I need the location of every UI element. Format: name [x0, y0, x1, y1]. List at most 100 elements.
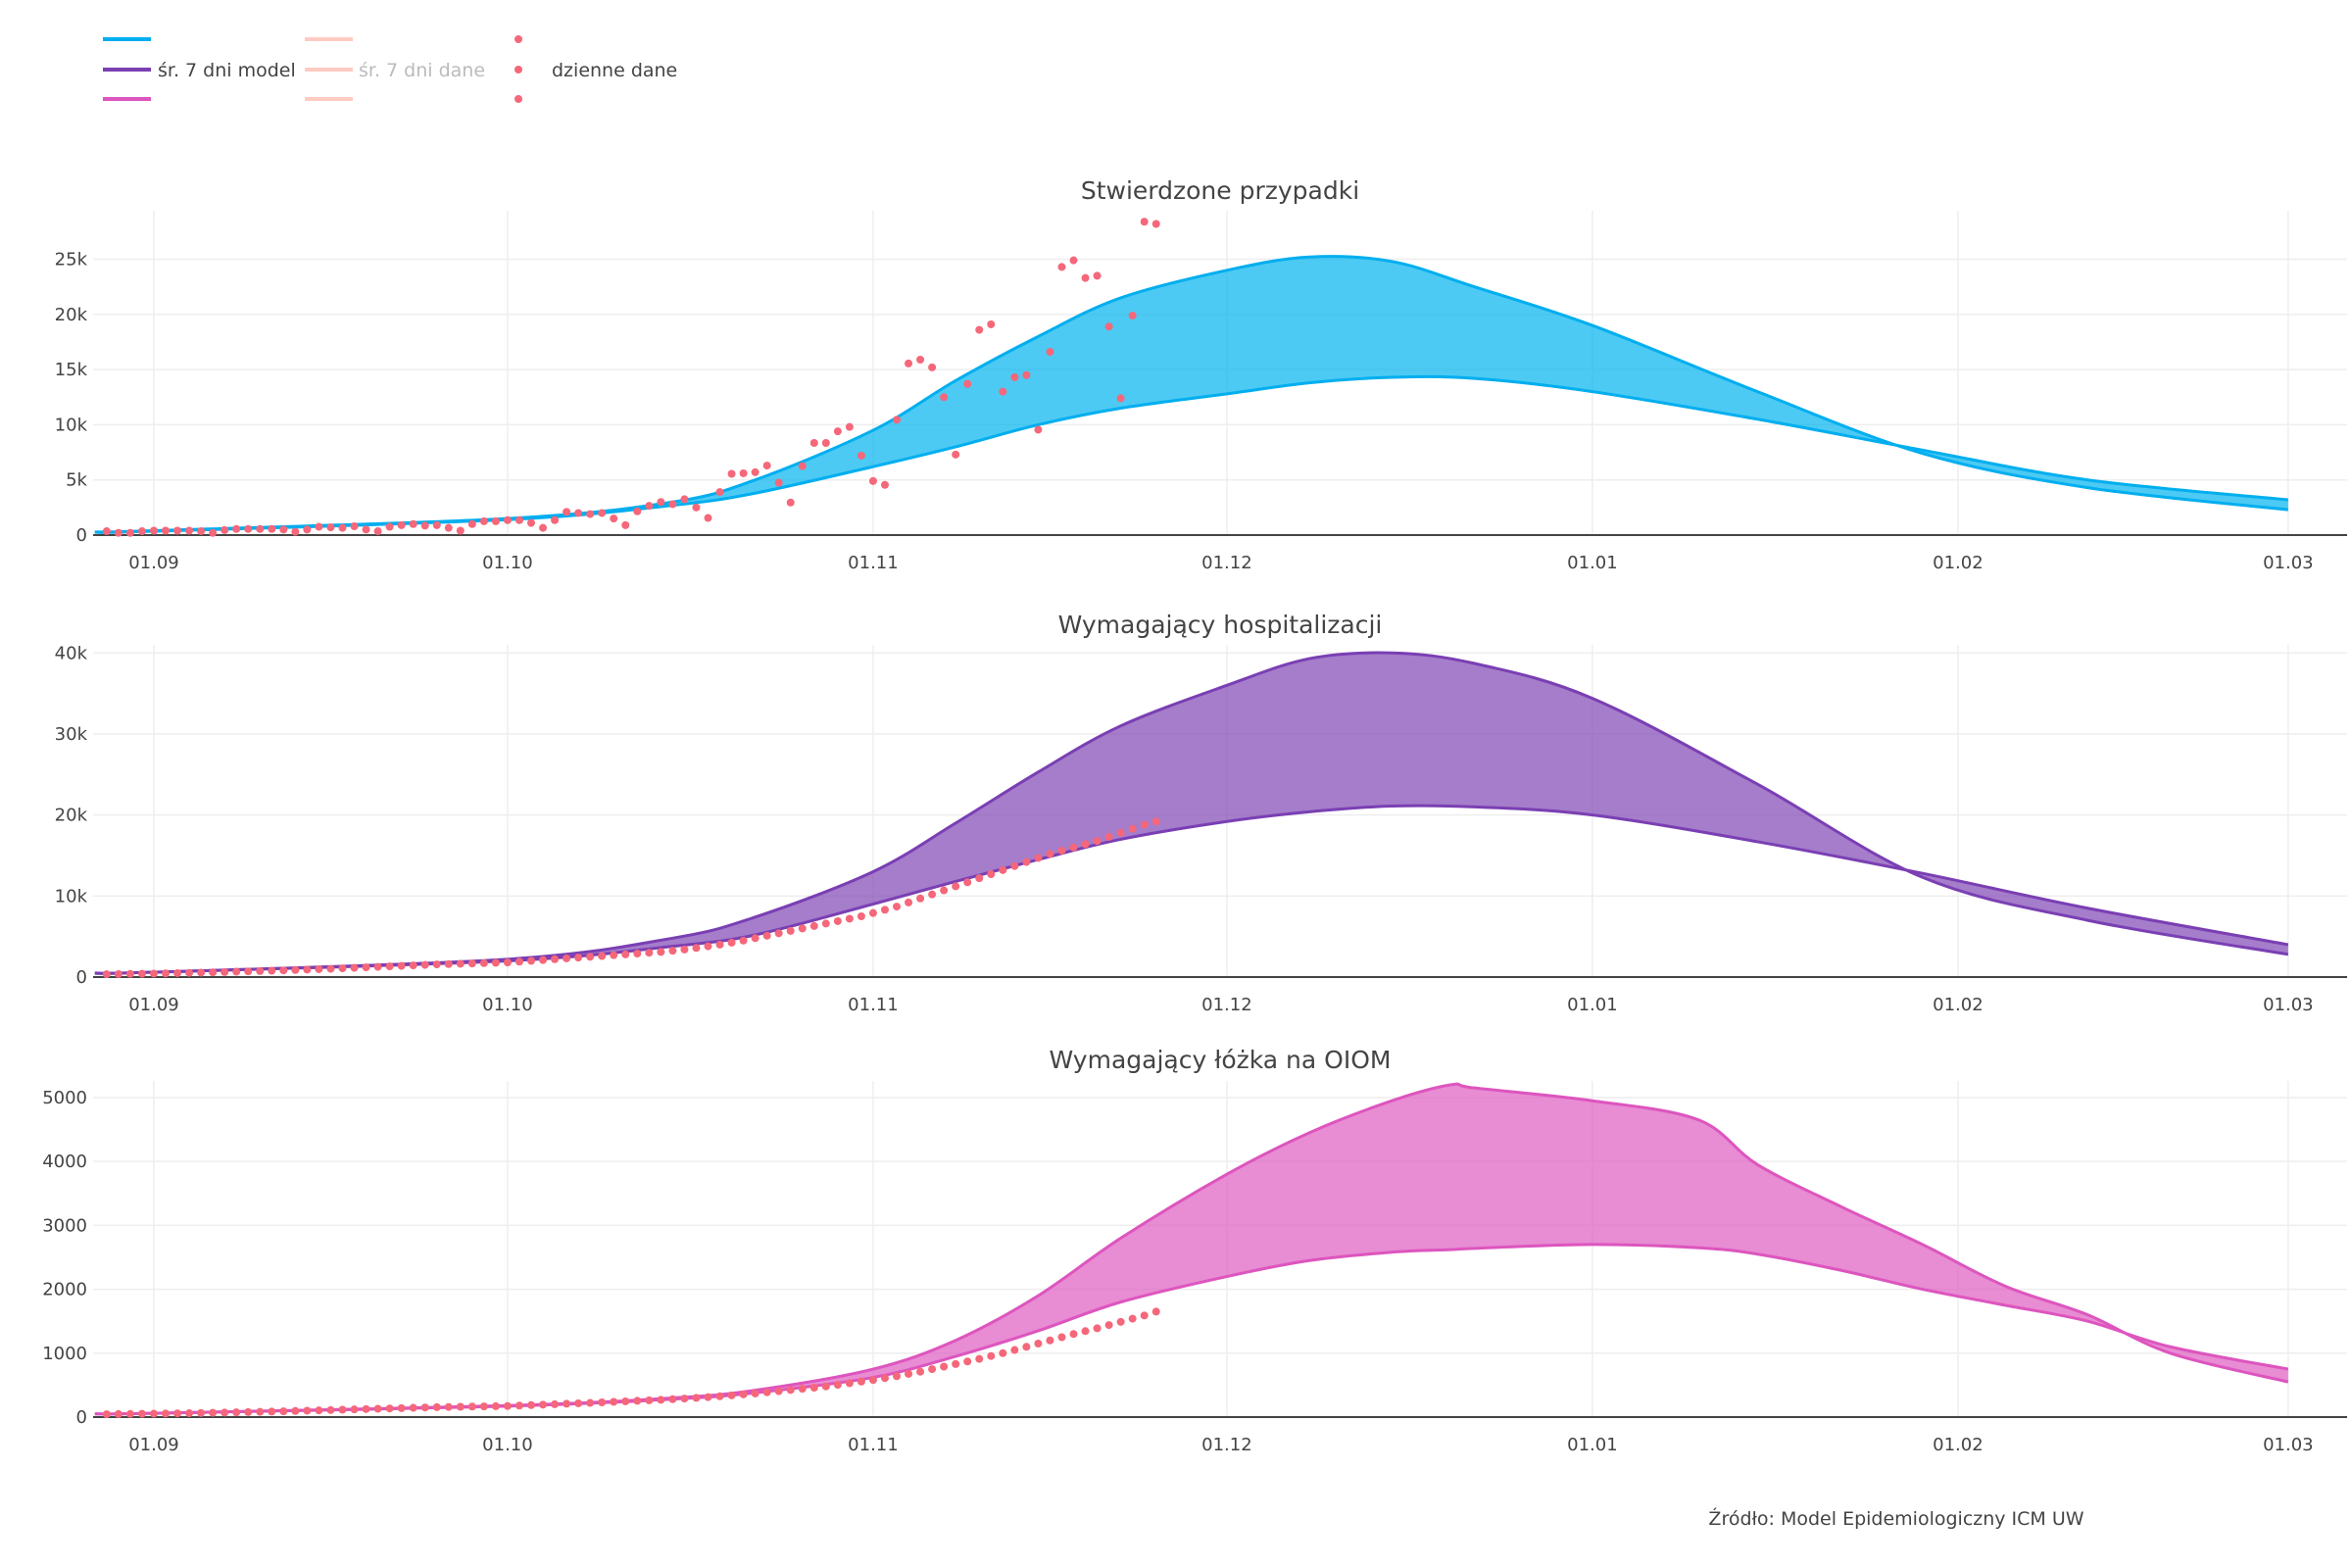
daily-data-point	[999, 865, 1007, 874]
daily-data-point	[563, 1399, 571, 1408]
x-tick-label: 01.12	[1201, 1435, 1252, 1455]
daily-data-point	[220, 525, 229, 534]
daily-data-point	[940, 1362, 949, 1371]
daily-data-point	[514, 515, 523, 524]
daily-data-point	[244, 524, 253, 533]
daily-data-point	[704, 942, 712, 951]
daily-data-point	[893, 416, 902, 424]
daily-data-point	[987, 1351, 996, 1360]
daily-data-point	[149, 526, 158, 535]
x-tick-label: 01.11	[848, 995, 899, 1015]
x-tick-label: 01.01	[1567, 553, 1618, 573]
daily-data-point	[1128, 1314, 1137, 1323]
daily-data-point	[963, 379, 972, 388]
daily-data-point	[574, 954, 583, 962]
daily-data-point	[610, 951, 618, 959]
daily-data-point	[680, 945, 689, 954]
legend-item-data-avg[interactable]: śr. 7 dni dane	[305, 37, 485, 101]
daily-data-point	[645, 949, 654, 957]
daily-data-point	[326, 964, 335, 973]
daily-data-point	[999, 1348, 1007, 1357]
daily-data-point	[102, 970, 111, 979]
daily-data-point	[173, 526, 182, 535]
x-tick-label: 01.09	[128, 1435, 179, 1455]
daily-data-point	[456, 959, 465, 968]
daily-data-point	[1069, 256, 1078, 265]
daily-data-point	[893, 903, 902, 911]
x-tick-label: 01.09	[128, 995, 179, 1015]
daily-data-point	[680, 495, 689, 504]
daily-data-point	[1046, 850, 1054, 858]
daily-data-point	[479, 1402, 488, 1411]
daily-data-point	[916, 1367, 925, 1376]
y-tick-label: 10k	[55, 886, 88, 906]
daily-data-point	[786, 498, 795, 507]
model-upper-line	[94, 651, 2289, 975]
daily-data-point	[551, 955, 560, 963]
daily-data-point	[563, 508, 571, 516]
daily-data-point	[940, 886, 949, 895]
daily-data-point	[833, 916, 842, 925]
legend-item-model[interactable]: śr. 7 dni model	[103, 37, 296, 101]
y-tick-label: 20k	[55, 305, 88, 325]
daily-data-point	[786, 1386, 795, 1395]
daily-data-point	[350, 1405, 359, 1414]
daily-data-point	[999, 387, 1007, 396]
daily-data-point	[373, 962, 382, 971]
daily-data-point	[362, 963, 370, 972]
daily-data-point	[774, 929, 783, 938]
daily-data-point	[432, 960, 441, 969]
daily-data-point	[586, 1398, 595, 1407]
daily-data-point	[727, 469, 736, 478]
legend-label-model: śr. 7 dni model	[158, 60, 296, 81]
daily-data-point	[739, 468, 748, 477]
legend: śr. 7 dni model śr. 7 dni dane dzienne d…	[103, 35, 677, 103]
y-tick-label: 0	[76, 525, 87, 546]
daily-data-point	[315, 964, 323, 973]
legend-item-daily[interactable]: dzienne dane	[514, 35, 677, 103]
daily-data-point	[610, 1397, 618, 1406]
daily-data-point	[1140, 820, 1149, 829]
daily-data-point	[268, 1407, 276, 1416]
x-tick-label: 01.11	[848, 1435, 899, 1455]
daily-data-point	[102, 527, 111, 536]
daily-data-point	[633, 950, 642, 958]
daily-data-point	[137, 527, 146, 536]
daily-data-point	[467, 519, 476, 528]
daily-data-point	[833, 1381, 842, 1390]
daily-data-point	[905, 1369, 913, 1378]
chart-1: Stwierdzone przypadki 01.09 01.10 01.11 01.1…	[55, 176, 2347, 573]
y-tick-label: 20k	[55, 806, 88, 826]
daily-data-point	[751, 1389, 760, 1397]
daily-data-point	[821, 1382, 830, 1391]
model-lower-line	[94, 804, 2289, 975]
daily-data-point	[928, 890, 937, 899]
x-tick-label: 01.03	[2263, 995, 2314, 1015]
y-tick-label: 5k	[66, 470, 87, 491]
daily-data-point	[1034, 854, 1043, 862]
y-tick-label: 0	[76, 967, 87, 988]
daily-data-point	[598, 509, 607, 517]
daily-data-point	[692, 944, 701, 953]
chart-title: Wymagający łóżka na OIOM	[1050, 1046, 1392, 1074]
daily-data-point	[610, 514, 618, 523]
daily-data-point	[704, 1393, 712, 1401]
daily-data-point	[268, 966, 276, 975]
charts: Stwierdzone przypadki 01.09 01.10 01.11 01.1…	[42, 176, 2347, 1455]
daily-data-point	[279, 525, 288, 534]
daily-data-point	[987, 869, 996, 878]
daily-data-point	[798, 462, 807, 470]
daily-data-point	[774, 478, 783, 487]
daily-data-point	[833, 427, 842, 436]
daily-data-point	[373, 527, 382, 536]
daily-data-point	[1010, 1346, 1019, 1354]
daily-data-point	[821, 438, 830, 447]
daily-data-point	[774, 1387, 783, 1396]
y-tick-label: 10k	[55, 415, 88, 435]
chart-3: Wymagający łóżka na OIOM 01.09 01.10 01.11 0…	[42, 1046, 2347, 1455]
daily-data-point	[1057, 847, 1066, 856]
daily-data-point	[963, 878, 972, 887]
daily-data-point	[514, 957, 523, 966]
daily-data-point	[633, 1396, 642, 1405]
daily-data-point	[621, 950, 630, 958]
